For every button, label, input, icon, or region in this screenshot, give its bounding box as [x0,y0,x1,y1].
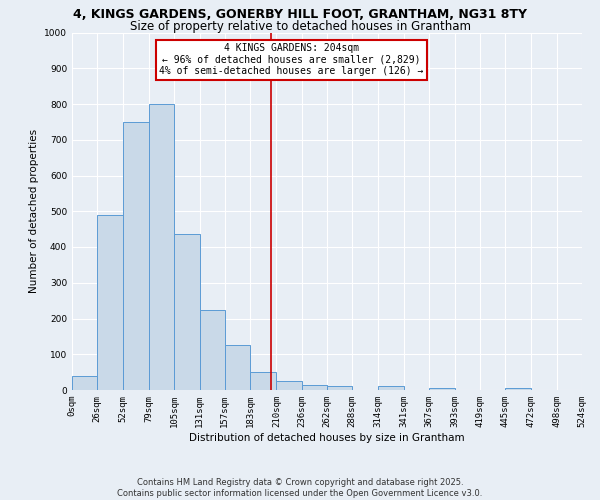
Bar [277,381,302,390]
Bar [505,388,532,390]
Bar [174,234,200,390]
X-axis label: Distribution of detached houses by size in Grantham: Distribution of detached houses by size … [189,432,465,442]
Bar [72,376,97,390]
Bar [377,386,404,390]
Bar [97,215,122,390]
Text: 4, KINGS GARDENS, GONERBY HILL FOOT, GRANTHAM, NG31 8TY: 4, KINGS GARDENS, GONERBY HILL FOOT, GRA… [73,8,527,20]
Bar [199,310,225,390]
Bar [327,386,352,390]
Bar [149,104,174,390]
Text: Size of property relative to detached houses in Grantham: Size of property relative to detached ho… [130,20,470,33]
Bar [225,346,250,390]
Text: 4 KINGS GARDENS: 204sqm
← 96% of detached houses are smaller (2,829)
4% of semi-: 4 KINGS GARDENS: 204sqm ← 96% of detache… [159,43,424,76]
Y-axis label: Number of detached properties: Number of detached properties [29,129,38,294]
Bar [250,372,277,390]
Text: Contains HM Land Registry data © Crown copyright and database right 2025.
Contai: Contains HM Land Registry data © Crown c… [118,478,482,498]
Bar [302,384,327,390]
Bar [429,388,455,390]
Bar [122,122,149,390]
